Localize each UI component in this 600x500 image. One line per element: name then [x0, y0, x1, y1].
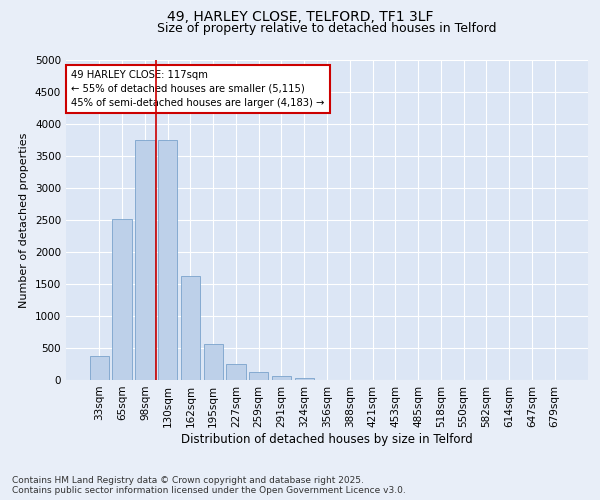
- Text: 49 HARLEY CLOSE: 117sqm
← 55% of detached houses are smaller (5,115)
45% of semi: 49 HARLEY CLOSE: 117sqm ← 55% of detache…: [71, 70, 325, 108]
- Text: 49, HARLEY CLOSE, TELFORD, TF1 3LF: 49, HARLEY CLOSE, TELFORD, TF1 3LF: [167, 10, 433, 24]
- Bar: [226, 364, 245, 380]
- Bar: [272, 376, 291, 380]
- Text: Contains HM Land Registry data © Crown copyright and database right 2025.
Contai: Contains HM Land Registry data © Crown c…: [12, 476, 406, 495]
- Y-axis label: Number of detached properties: Number of detached properties: [19, 132, 29, 308]
- Bar: [158, 140, 178, 380]
- Bar: [203, 344, 223, 380]
- X-axis label: Distribution of detached houses by size in Telford: Distribution of detached houses by size …: [181, 432, 473, 446]
- Bar: [90, 356, 109, 380]
- Bar: [135, 140, 155, 380]
- Title: Size of property relative to detached houses in Telford: Size of property relative to detached ho…: [157, 22, 497, 35]
- Bar: [295, 378, 314, 380]
- Bar: [181, 276, 200, 380]
- Bar: [249, 372, 268, 380]
- Bar: [112, 218, 132, 380]
